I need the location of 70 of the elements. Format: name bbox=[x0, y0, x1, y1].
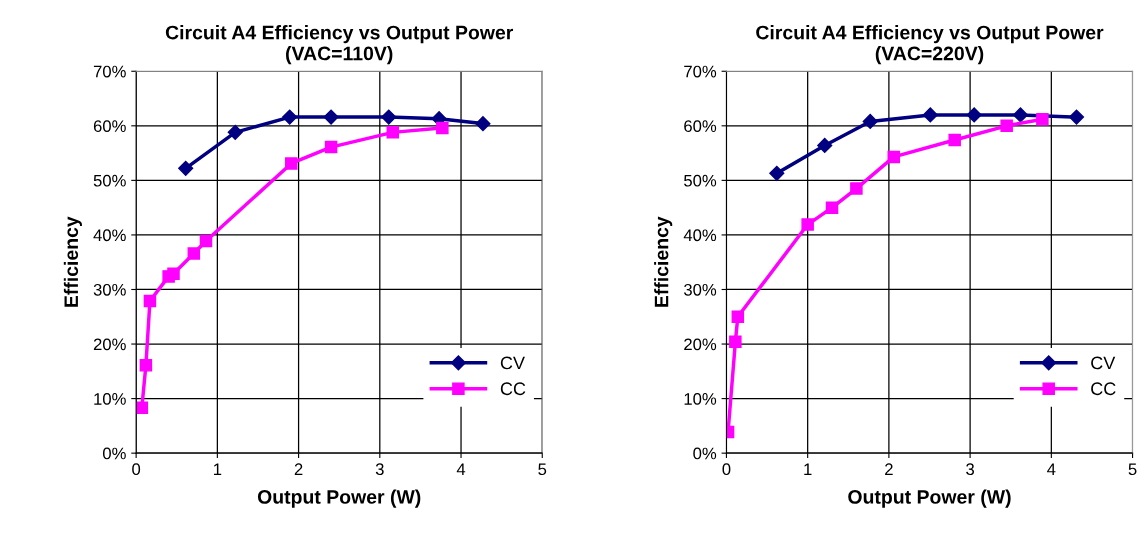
y-tick-label: 40% bbox=[93, 229, 126, 242]
y-tick-label: 60% bbox=[93, 120, 126, 133]
point bbox=[966, 107, 982, 123]
x-tick-label: 5 bbox=[538, 463, 547, 476]
x-tick-label: 2 bbox=[885, 463, 893, 475]
point bbox=[1000, 119, 1013, 133]
x-tick-label: 2 bbox=[294, 463, 303, 475]
point bbox=[386, 126, 400, 139]
point bbox=[825, 201, 839, 214]
point bbox=[323, 109, 339, 125]
point bbox=[282, 109, 298, 125]
point bbox=[922, 107, 938, 123]
point bbox=[850, 182, 863, 195]
point bbox=[187, 247, 201, 260]
point bbox=[731, 310, 745, 324]
y-tick-label: 20% bbox=[93, 338, 126, 351]
x-tick-label: 0 bbox=[132, 463, 141, 476]
point bbox=[1036, 113, 1049, 126]
x-tick-label: 3 bbox=[375, 463, 384, 476]
point bbox=[178, 160, 194, 176]
point bbox=[136, 401, 149, 415]
point bbox=[729, 335, 742, 349]
x-tick-label: 4 bbox=[456, 463, 466, 475]
point bbox=[801, 218, 814, 231]
y-tick-label: 70% bbox=[684, 65, 717, 78]
y-tick-label: 30% bbox=[684, 283, 717, 296]
point bbox=[817, 137, 833, 154]
point bbox=[475, 116, 491, 132]
point bbox=[167, 267, 180, 280]
legend-label: CV bbox=[1091, 356, 1116, 370]
x-axis-title: Output Power (W) bbox=[848, 489, 1011, 508]
y-tick-label: 50% bbox=[93, 174, 126, 187]
x-tick-label: 3 bbox=[966, 463, 975, 476]
legend-label: CV bbox=[500, 356, 525, 370]
x-tick-label: 5 bbox=[1128, 463, 1137, 476]
point bbox=[1068, 109, 1085, 125]
point bbox=[862, 113, 878, 130]
x-tick-label: 1 bbox=[804, 463, 812, 475]
point bbox=[324, 140, 338, 154]
legend-label: CC bbox=[500, 382, 526, 396]
y-tick-label: 60% bbox=[684, 120, 717, 133]
y-tick-label: 0% bbox=[102, 447, 126, 460]
y-tick-label: 20% bbox=[684, 338, 717, 351]
y-tick-label: 10% bbox=[684, 393, 717, 405]
point bbox=[948, 133, 961, 147]
point bbox=[769, 165, 785, 181]
point bbox=[143, 294, 157, 308]
point bbox=[285, 157, 298, 170]
x-tick-label: 1 bbox=[214, 463, 222, 475]
x-axis-title: Output Power (W) bbox=[257, 489, 421, 508]
point bbox=[227, 124, 243, 140]
x-tick-label: 4 bbox=[1047, 463, 1056, 475]
y-tick-label: 10% bbox=[94, 393, 126, 405]
y-tick-label: 0% bbox=[693, 447, 717, 460]
chart-title: Circuit A4 Efficiency vs Output Power (VAC=110V) bbox=[165, 25, 514, 65]
y-tick-label: 30% bbox=[93, 283, 126, 296]
chart-title: Circuit A4 Efficiency vs Output Power (VAC=220V) bbox=[756, 25, 1104, 65]
y-axis-title: Efficiency bbox=[63, 216, 82, 307]
point bbox=[1012, 107, 1029, 123]
point bbox=[199, 234, 213, 248]
legend-label: CC bbox=[1091, 382, 1116, 396]
point bbox=[381, 109, 397, 125]
y-tick-label: 40% bbox=[683, 229, 717, 242]
point bbox=[887, 150, 901, 164]
y-tick-label: 70% bbox=[93, 65, 126, 78]
x-tick-label: 0 bbox=[722, 463, 731, 476]
y-axis-title: Efficiency bbox=[654, 216, 673, 307]
point bbox=[436, 121, 449, 135]
point bbox=[139, 359, 153, 372]
y-tick-label: 50% bbox=[684, 174, 717, 187]
